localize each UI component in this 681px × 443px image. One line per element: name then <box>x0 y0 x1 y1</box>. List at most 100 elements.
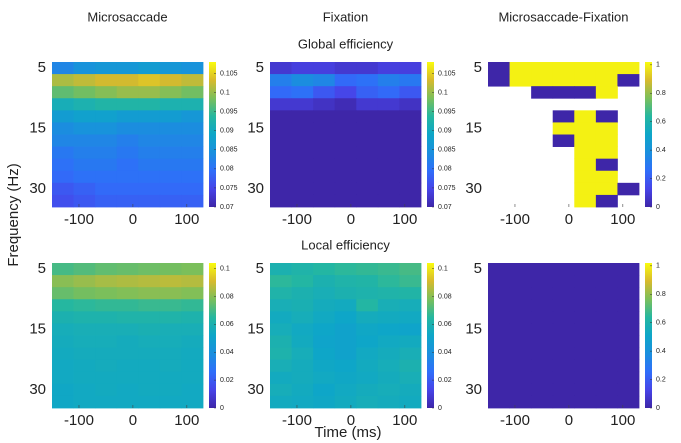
colorbar-tick-label: 0.09 <box>220 128 234 135</box>
heatmap-cell <box>617 359 640 373</box>
heatmap-cell <box>138 335 161 348</box>
heatmap-cell <box>181 383 204 397</box>
colorbar-tick-label: 0.07 <box>438 204 452 211</box>
heatmap-cell <box>116 299 139 312</box>
y-tick-label: 15 <box>29 320 46 337</box>
y-tick-label: 5 <box>474 260 482 277</box>
colorbar-tick-label: 0.1 <box>220 265 230 272</box>
heatmap-cell <box>595 158 618 172</box>
heatmap-cell <box>377 371 400 385</box>
colorbar-tick-label: 0.08 <box>220 166 234 173</box>
heatmap-cell <box>334 299 357 312</box>
colorbar-tick-label: 0.02 <box>438 377 452 384</box>
colorbar-tick-label: 0 <box>656 405 660 412</box>
heatmap-cell <box>116 323 139 336</box>
heatmap-cell <box>73 323 96 336</box>
heatmap-cell <box>574 110 597 123</box>
heatmap-cell <box>334 170 357 184</box>
heatmap-cell <box>377 263 400 276</box>
heatmap-cell <box>509 383 532 397</box>
heatmap-cell <box>73 146 96 160</box>
heatmap-cell <box>73 122 96 135</box>
heatmap-cell <box>574 335 597 348</box>
colorbar <box>209 263 216 408</box>
heatmap-cell <box>313 86 336 99</box>
heatmap-cell <box>356 98 379 111</box>
heatmap-cell <box>159 335 182 348</box>
heatmap-cell <box>73 194 96 208</box>
heatmap-cell <box>399 395 422 409</box>
heatmap-cell <box>488 395 510 409</box>
heatmap-cell <box>356 86 379 99</box>
heatmap-cell <box>138 359 161 373</box>
heatmap-cell <box>552 122 575 135</box>
heatmap-cell <box>52 134 74 147</box>
heatmap-cell <box>552 275 575 288</box>
colorbar-tick-label: 0.04 <box>220 349 234 356</box>
y-tick-label: 15 <box>247 119 264 136</box>
x-axis-label: Time (ms) <box>315 424 382 441</box>
heatmap-cell <box>399 86 422 99</box>
heatmap-cell <box>356 335 379 348</box>
heatmap-cell <box>138 146 161 160</box>
heatmap-cell <box>270 335 292 348</box>
colorbar-tick-label: 0.6 <box>656 320 666 327</box>
heatmap-cell <box>138 371 161 385</box>
x-tick-label: 100 <box>174 412 199 429</box>
colorbar-tick-label: 0.095 <box>220 108 238 115</box>
heatmap-cell <box>377 158 400 172</box>
heatmap-cell <box>52 311 74 324</box>
colorbar-tick-label: 0.08 <box>438 293 452 300</box>
colorbar-tick-label: 0.4 <box>656 348 666 355</box>
heatmap-cell <box>52 110 74 123</box>
heatmap-cell <box>52 98 74 111</box>
heatmap-cell <box>377 98 400 111</box>
heatmap-cell <box>159 287 182 300</box>
heatmap-cell <box>488 347 510 361</box>
heatmap-cell <box>181 194 204 208</box>
heatmap-cell <box>313 359 336 373</box>
heatmap-cell <box>399 134 422 147</box>
heatmap-cell <box>552 134 575 147</box>
heatmap-cell <box>617 371 640 385</box>
y-tick-label: 5 <box>256 260 264 277</box>
heatmap-cell <box>313 98 336 111</box>
y-tick-label: 5 <box>256 59 264 76</box>
heatmap-cell <box>488 62 510 75</box>
heatmap-cell <box>95 62 118 75</box>
heatmap-cell <box>574 122 597 135</box>
heatmap-cell <box>52 287 74 300</box>
heatmap-cell <box>159 146 182 160</box>
heatmap-cell <box>595 62 618 75</box>
heatmap-cell <box>291 170 314 184</box>
heatmap-cell <box>313 287 336 300</box>
heatmap-cell <box>488 371 510 385</box>
heatmap-cell <box>116 86 139 99</box>
heatmap-cell <box>617 311 640 324</box>
heatmap-cell <box>159 311 182 324</box>
heatmap-cell <box>399 110 422 123</box>
heatmap-cell <box>291 383 314 397</box>
heatmap-cell <box>138 98 161 111</box>
heatmap-cell <box>356 323 379 336</box>
heatmap-cell <box>116 98 139 111</box>
y-tick-label: 30 <box>247 381 264 398</box>
heatmap-cell <box>159 323 182 336</box>
x-tick-label: 100 <box>392 412 417 429</box>
heatmap-cell <box>574 134 597 147</box>
heatmap-cell <box>552 263 575 276</box>
heatmap-cell <box>574 287 597 300</box>
heatmap-cell <box>399 287 422 300</box>
heatmap-cell <box>181 182 204 196</box>
heatmap-cell <box>574 146 597 160</box>
colorbar-tick-label: 0.1 <box>220 89 230 96</box>
heatmap-cell <box>52 182 74 196</box>
heatmap-cell <box>356 371 379 385</box>
heatmap-cell <box>574 158 597 172</box>
heatmap-cell <box>356 383 379 397</box>
x-tick-label: 100 <box>174 211 199 228</box>
colorbar-tick-label: 0.4 <box>656 147 666 154</box>
heatmap-cell <box>270 263 292 276</box>
heatmap-cell <box>95 110 118 123</box>
heatmap-cell <box>552 323 575 336</box>
